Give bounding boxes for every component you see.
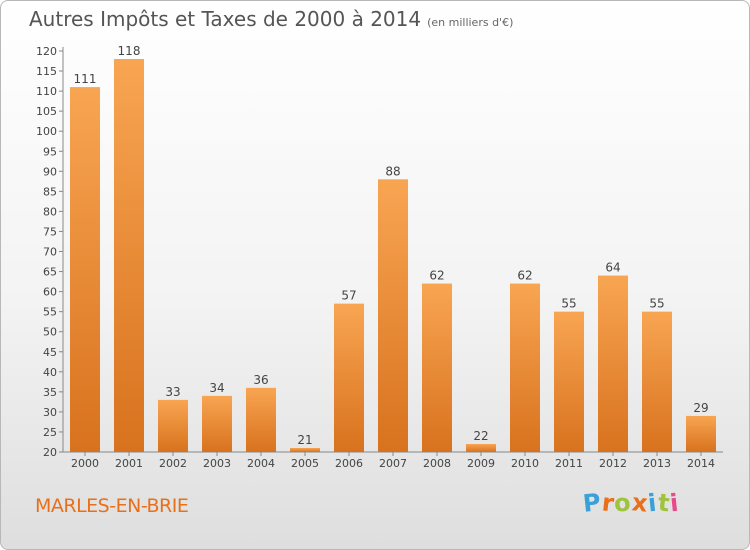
x-tick-label: 2004 xyxy=(247,457,275,470)
logo-letter: i xyxy=(668,488,681,518)
x-tick-label: 2007 xyxy=(379,457,407,470)
y-tick-label: 50 xyxy=(43,326,57,339)
x-tick-label: 2000 xyxy=(71,457,99,470)
data-label: 118 xyxy=(118,44,141,58)
x-tick-label: 2013 xyxy=(643,457,671,470)
x-tick-label: 2001 xyxy=(115,457,143,470)
data-label: 22 xyxy=(473,429,488,443)
data-label: 62 xyxy=(429,269,444,283)
proxiti-logo: Proxiti xyxy=(582,488,681,518)
y-tick-label: 90 xyxy=(43,165,57,178)
data-label: 33 xyxy=(165,385,180,399)
bar xyxy=(114,59,144,453)
data-label: 55 xyxy=(649,297,664,311)
bar xyxy=(158,399,188,452)
bar xyxy=(598,275,628,452)
data-label: 21 xyxy=(297,433,312,447)
y-tick-label: 100 xyxy=(36,125,57,138)
bar xyxy=(642,311,672,452)
y-tick-label: 95 xyxy=(43,145,57,158)
bar xyxy=(378,179,408,452)
y-tick-label: 20 xyxy=(43,446,57,459)
y-tick-label: 35 xyxy=(43,386,57,399)
y-tick-label: 60 xyxy=(43,286,57,299)
y-tick-label: 110 xyxy=(36,85,57,98)
bar xyxy=(554,311,584,452)
y-tick-label: 25 xyxy=(43,426,57,439)
bar xyxy=(70,87,100,452)
bar xyxy=(422,283,452,452)
title-text: Autres Impôts et Taxes de 2000 à 2014 xyxy=(29,7,422,31)
data-label: 57 xyxy=(341,289,356,303)
bar xyxy=(202,395,232,452)
y-tick-label: 85 xyxy=(43,185,57,198)
x-tick-label: 2014 xyxy=(687,457,715,470)
bar xyxy=(466,443,496,452)
y-tick-label: 45 xyxy=(43,346,57,359)
town-name: MARLES-EN-BRIE xyxy=(35,495,189,517)
y-tick-label: 30 xyxy=(43,406,57,419)
y-tick-label: 65 xyxy=(43,266,57,279)
x-tick-label: 2006 xyxy=(335,457,363,470)
y-tick-label: 70 xyxy=(43,246,57,259)
y-tick-label: 75 xyxy=(43,225,57,238)
x-tick-label: 2005 xyxy=(291,457,319,470)
y-tick-label: 80 xyxy=(43,205,57,218)
data-label: 62 xyxy=(517,269,532,283)
x-tick-label: 2002 xyxy=(159,457,187,470)
bar xyxy=(334,303,364,452)
x-tick-label: 2008 xyxy=(423,457,451,470)
data-label: 64 xyxy=(605,261,620,275)
x-tick-label: 2011 xyxy=(555,457,583,470)
chart-subtitle: (en milliers d'€) xyxy=(427,16,514,29)
data-label: 34 xyxy=(209,381,224,395)
data-label: 36 xyxy=(253,373,268,387)
data-label: 111 xyxy=(74,72,97,86)
bar xyxy=(246,387,276,452)
x-tick-label: 2003 xyxy=(203,457,231,470)
y-tick-label: 105 xyxy=(36,105,57,118)
data-label: 55 xyxy=(561,297,576,311)
y-tick-label: 55 xyxy=(43,306,57,319)
y-tick-label: 40 xyxy=(43,366,57,379)
bar xyxy=(510,283,540,452)
x-tick-label: 2012 xyxy=(599,457,627,470)
chart-title: Autres Impôts et Taxes de 2000 à 2014 (en… xyxy=(29,7,513,31)
bar xyxy=(686,415,716,452)
data-label: 88 xyxy=(385,164,400,178)
y-tick-label: 115 xyxy=(36,65,57,78)
data-label: 29 xyxy=(693,401,708,415)
x-tick-label: 2009 xyxy=(467,457,495,470)
bar xyxy=(290,447,320,452)
x-tick-label: 2010 xyxy=(511,457,539,470)
y-tick-label: 120 xyxy=(36,45,57,58)
